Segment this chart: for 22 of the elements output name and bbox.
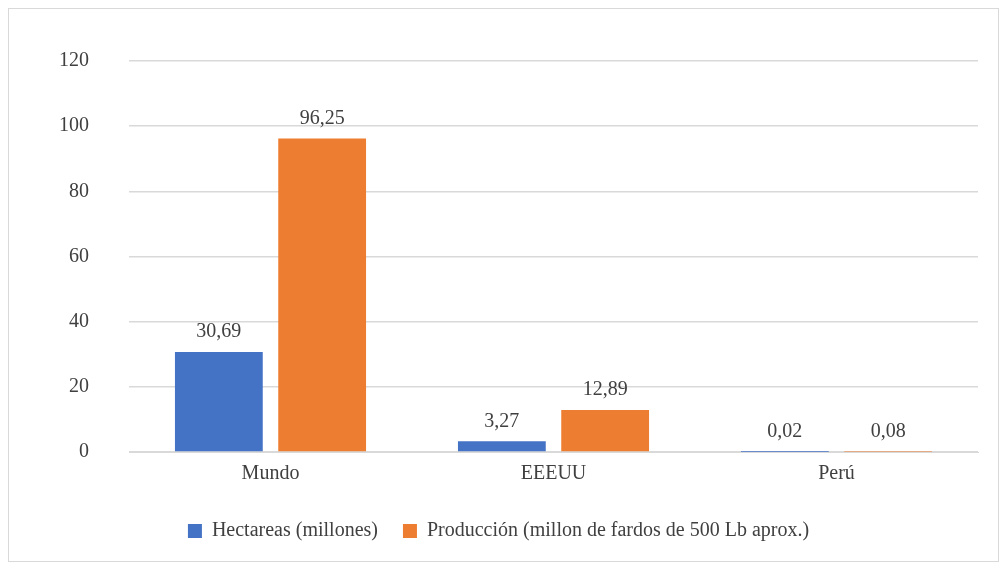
data-label: 96,25 [299, 105, 345, 128]
y-tick-label: 40 [69, 308, 89, 331]
bar [457, 441, 546, 452]
legend-label: Hectareas (millones) [211, 518, 378, 542]
data-label: 0,02 [767, 419, 803, 442]
y-tick-label: 80 [69, 178, 89, 201]
y-tick-label: 20 [69, 374, 89, 397]
x-tick-label: Mundo [241, 461, 300, 484]
data-label: 0,08 [870, 418, 906, 441]
data-label: 30,69 [196, 319, 242, 342]
y-tick-label: 60 [69, 243, 89, 266]
y-tick-label: 0 [79, 439, 89, 462]
x-tick-label: EEEUU [520, 461, 587, 484]
bar [561, 410, 650, 452]
bar [174, 352, 263, 452]
data-label: 12,89 [582, 377, 628, 400]
x-tick-label: Perú [818, 461, 855, 484]
bar [278, 138, 367, 452]
y-tick-label: 100 [59, 113, 89, 136]
data-label: 3,27 [484, 408, 520, 431]
y-tick-label: 120 [59, 48, 89, 71]
legend-label: Producción (millon de fardos de 500 Lb aprox.) [426, 518, 810, 542]
